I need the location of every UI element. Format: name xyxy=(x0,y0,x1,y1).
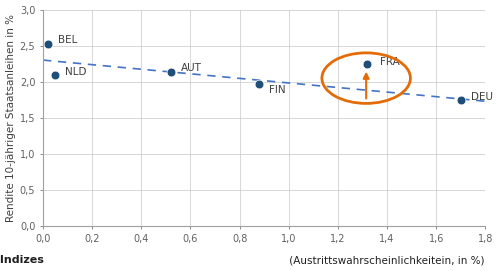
Text: FIN: FIN xyxy=(269,85,285,95)
Point xyxy=(457,98,465,102)
Text: AUT: AUT xyxy=(180,63,202,73)
Y-axis label: Rendite 10-jähriger Staatsanleihen in %: Rendite 10-jähriger Staatsanleihen in % xyxy=(6,14,16,222)
Point xyxy=(256,82,264,86)
Point xyxy=(44,42,52,46)
Text: DEU: DEU xyxy=(470,92,492,102)
Point xyxy=(167,69,175,74)
Text: Nationale sentix Euro Break-up Indizes: Nationale sentix Euro Break-up Indizes xyxy=(0,255,44,265)
Text: (Austrittswahrscheinlichkeitein, in %): (Austrittswahrscheinlichkeitein, in %) xyxy=(286,255,485,265)
Text: FRA: FRA xyxy=(380,57,400,67)
Point xyxy=(364,62,372,66)
Text: NLD: NLD xyxy=(65,67,86,77)
Text: BEL: BEL xyxy=(58,35,77,45)
Point xyxy=(52,72,60,77)
